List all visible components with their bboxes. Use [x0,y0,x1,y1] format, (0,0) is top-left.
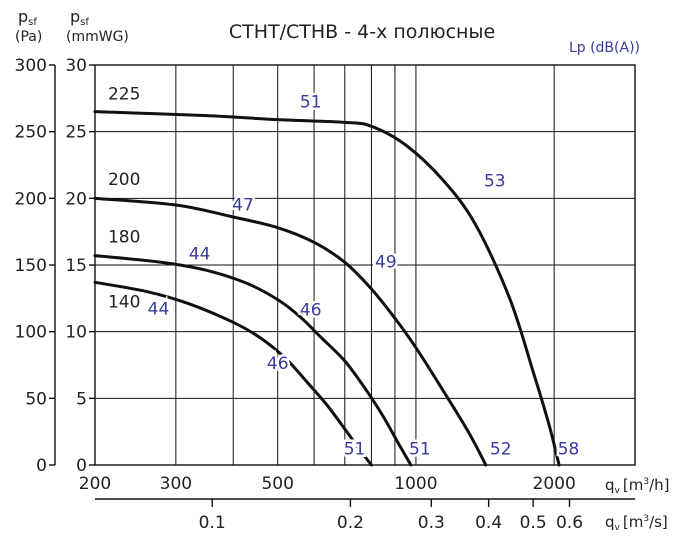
y-right-tick-label: 5 [76,389,87,409]
axes: 0 50 100 150 200 250 300 0 5 10 15 20 25 30 200 300 500 1… [15,56,636,533]
y-right-tick-label: 10 [65,323,87,343]
labels: 225 200 180 140 51 47 44 44 46 46 49 53 51 51 52 58 [108,85,582,462]
lp-annotation: 46 [300,301,322,321]
lp-annotation: 51 [409,439,431,459]
x2-tick-label: 0.2 [337,513,364,533]
series-curve-180 [93,254,413,467]
x-tick-label: 300 [160,474,192,494]
series-curve-200 [93,196,488,467]
x2-tick-label: 0.3 [418,513,445,533]
y-left-tick-label: 250 [15,123,47,143]
series-label: 200 [108,170,140,190]
y-left-axis-title: psf [18,7,37,28]
series-label: 140 [108,293,140,313]
lp-annotation: 46 [267,354,289,374]
series-curve-140 [93,280,373,467]
x-tick-label: 500 [261,474,293,494]
series-curves [93,110,561,467]
y-left-tick-label: 100 [15,323,47,343]
lp-annotation: 47 [232,195,254,215]
x2-tick-label: 0.6 [556,513,583,533]
lp-annotation: 58 [558,439,580,459]
y-right-tick-label: 20 [65,189,87,209]
x-tick-label: 200 [79,474,111,494]
y-left-tick-label: 0 [36,456,47,476]
lp-annotation: 44 [189,245,211,265]
lp-annotation: 52 [490,439,512,459]
lp-annotation: 51 [300,93,322,113]
y-right-axis-unit: (mmWG) [66,29,129,45]
series-curve-225 [93,110,561,467]
x2-axis-title: qv [m3/s] [605,513,668,533]
y-left-tick-label: 300 [15,56,47,76]
lp-annotation: 53 [484,171,506,191]
chart-title: CTHT/CTHB - 4-х полюсные [229,21,495,43]
series-label: 225 [108,85,140,105]
lp-annotation: 51 [344,439,366,459]
series-label: 180 [108,227,140,247]
y-left-tick-label: 150 [15,256,47,276]
y-right-tick-label: 15 [65,256,87,276]
y-left-tick-label: 200 [15,189,47,209]
y-left-axis-unit: (Pa) [15,29,42,45]
lp-label: Lp (dB(A)) [569,40,640,56]
y-right-tick-label: 25 [65,123,87,143]
x2-tick-label: 0.5 [520,513,547,533]
lp-annotation: 49 [375,253,397,273]
lp-annotation: 44 [148,299,170,319]
x2-tick-label: 0.1 [199,513,226,533]
y-left-tick-label: 50 [25,389,47,409]
x-tick-label: 1000 [394,474,437,494]
y-right-tick-label: 30 [65,56,87,76]
x2-tick-label: 0.4 [475,513,502,533]
x-tick-label: 2000 [533,474,576,494]
y-right-axis-title: psf [70,7,89,28]
x-axis-title: qv [m3/h] [605,476,669,496]
y-right-tick-label: 0 [76,456,87,476]
